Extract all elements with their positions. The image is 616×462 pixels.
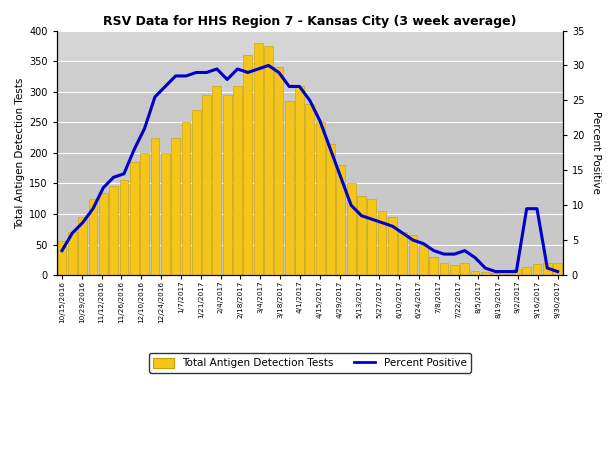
Bar: [130, 162, 139, 275]
Bar: [501, 274, 511, 275]
Bar: [306, 104, 314, 275]
Bar: [336, 165, 345, 275]
Bar: [543, 263, 552, 275]
Bar: [367, 199, 376, 275]
Bar: [202, 95, 211, 275]
Bar: [68, 232, 77, 275]
Legend: Total Antigen Detection Tests, Percent Positive: Total Antigen Detection Tests, Percent P…: [149, 353, 471, 372]
Bar: [285, 101, 294, 275]
Bar: [429, 257, 438, 275]
Bar: [57, 30, 563, 61]
Bar: [57, 242, 67, 275]
Title: RSV Data for HHS Region 7 - Kansas City (3 week average): RSV Data for HHS Region 7 - Kansas City …: [103, 15, 517, 28]
Bar: [192, 110, 201, 275]
Bar: [347, 183, 355, 275]
Bar: [471, 271, 479, 275]
Bar: [182, 122, 190, 275]
Bar: [161, 153, 169, 275]
Bar: [89, 199, 97, 275]
Bar: [357, 195, 366, 275]
Bar: [150, 138, 160, 275]
Bar: [408, 235, 418, 275]
Bar: [120, 180, 128, 275]
Bar: [512, 269, 521, 275]
Bar: [223, 95, 232, 275]
Bar: [275, 67, 283, 275]
Bar: [316, 122, 325, 275]
Bar: [140, 153, 149, 275]
Bar: [243, 55, 252, 275]
Bar: [388, 217, 397, 275]
Y-axis label: Percent Positive: Percent Positive: [591, 111, 601, 194]
Bar: [109, 187, 118, 275]
Bar: [264, 46, 273, 275]
Bar: [481, 272, 490, 275]
Bar: [533, 264, 541, 275]
Bar: [326, 144, 335, 275]
Bar: [213, 85, 221, 275]
Bar: [57, 91, 563, 122]
Y-axis label: Total Antigen Detection Tests: Total Antigen Detection Tests: [15, 77, 25, 229]
Bar: [295, 85, 304, 275]
Bar: [522, 267, 531, 275]
Bar: [254, 43, 262, 275]
Bar: [553, 263, 562, 275]
Bar: [460, 263, 469, 275]
Bar: [419, 244, 428, 275]
Bar: [378, 211, 386, 275]
Bar: [233, 85, 242, 275]
Bar: [171, 138, 180, 275]
Bar: [99, 193, 108, 275]
Bar: [450, 265, 459, 275]
Bar: [57, 61, 563, 91]
Bar: [492, 273, 500, 275]
Bar: [440, 263, 448, 275]
Bar: [57, 122, 563, 153]
Bar: [399, 232, 407, 275]
Bar: [78, 217, 87, 275]
